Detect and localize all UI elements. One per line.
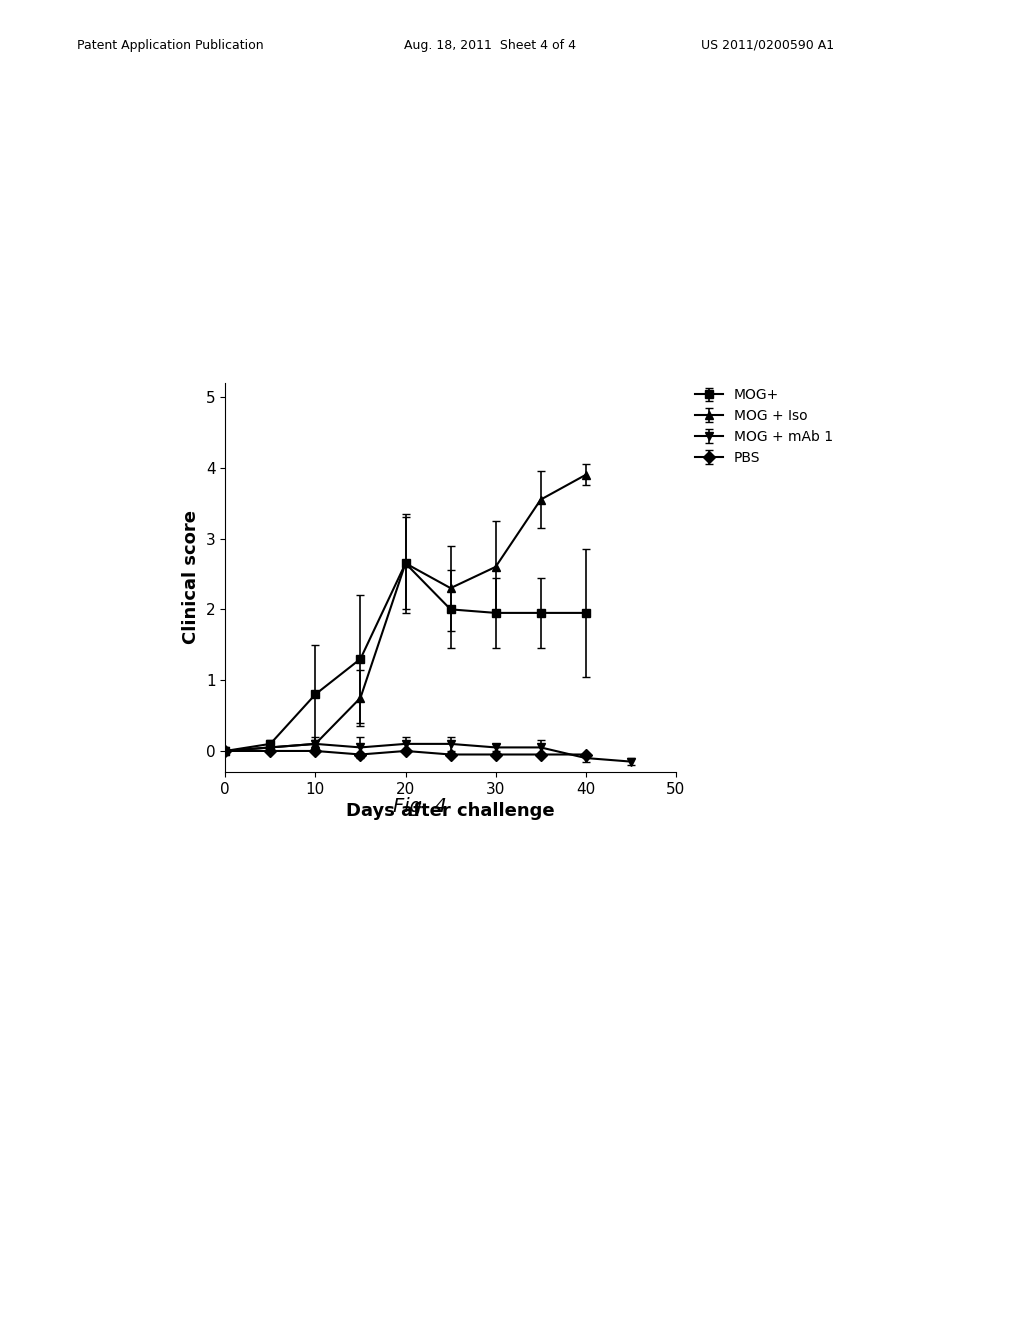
Legend: MOG+, MOG + Iso, MOG + mAb 1, PBS: MOG+, MOG + Iso, MOG + mAb 1, PBS xyxy=(689,383,839,471)
Text: Fig. 4: Fig. 4 xyxy=(393,797,446,816)
Y-axis label: Clinical score: Clinical score xyxy=(182,511,201,644)
X-axis label: Days after challenge: Days after challenge xyxy=(346,803,555,821)
Text: Patent Application Publication: Patent Application Publication xyxy=(77,38,263,51)
Text: Aug. 18, 2011  Sheet 4 of 4: Aug. 18, 2011 Sheet 4 of 4 xyxy=(404,38,577,51)
Text: US 2011/0200590 A1: US 2011/0200590 A1 xyxy=(701,38,835,51)
